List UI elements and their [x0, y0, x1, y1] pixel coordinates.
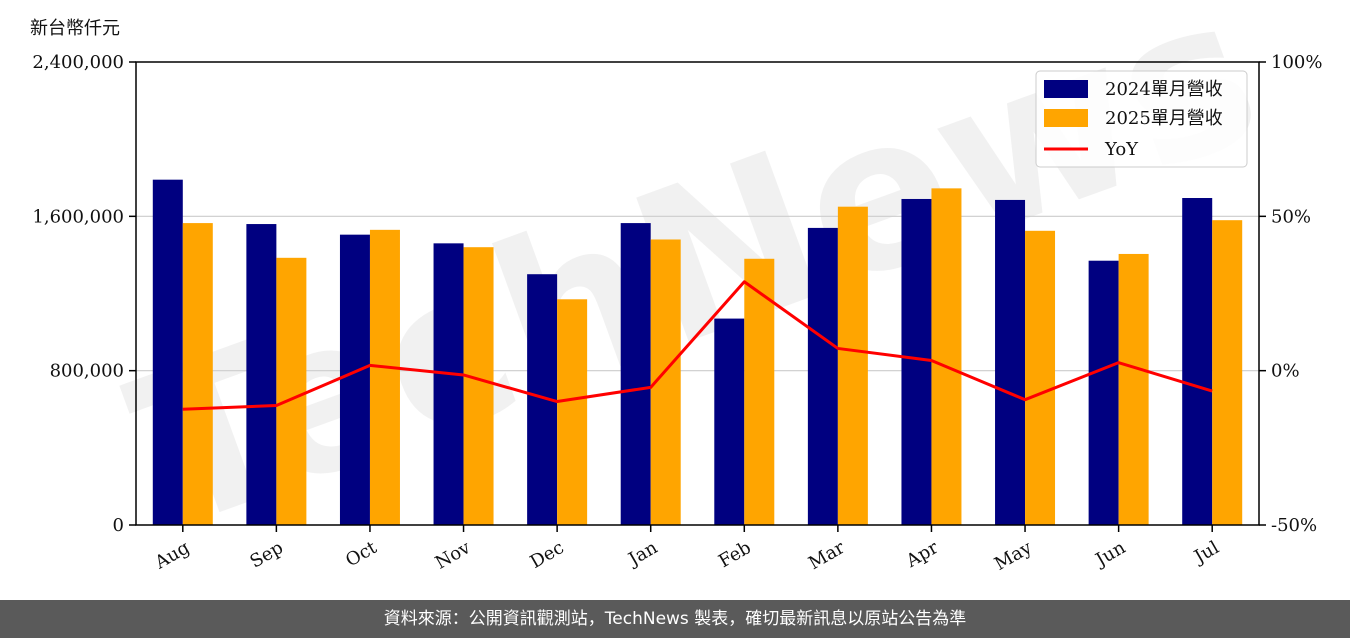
x-tick-label-dec: Dec [527, 537, 568, 573]
left-tick-label: 800,000 [50, 361, 124, 382]
x-tick-label-nov: Nov [432, 537, 475, 574]
bar-2025-dec [557, 299, 588, 525]
bar-2025-oct [369, 229, 400, 525]
bar-2024-mar [807, 227, 838, 526]
left-tick-label: 0 [113, 515, 124, 536]
right-tick-label: -50% [1271, 515, 1317, 536]
bar-2024-feb [714, 318, 745, 525]
legend-label-3: YoY [1104, 139, 1139, 160]
x-tick-label-jul: Jul [1189, 537, 1223, 569]
bar-2024-jun [1088, 260, 1119, 525]
bar-2025-mar [837, 206, 868, 525]
right-tick-label: 100% [1271, 52, 1322, 73]
series-2024-bars [152, 179, 1213, 526]
left-tick-label: 2,400,000 [32, 52, 124, 73]
x-tick-label-apr: Apr [902, 537, 942, 572]
x-tick-label-jun: Jun [1091, 537, 1130, 572]
x-axis-ticks: Aug Sep Oct Nov Dec Jan Feb Mar Apr May Jun Jul [151, 525, 1223, 575]
x-tick-label-mar: Mar [805, 537, 849, 574]
legend-swatch-2 [1044, 109, 1088, 127]
bar-2024-nov [433, 243, 464, 525]
legend-box [1035, 70, 1248, 168]
bar-2024-apr [901, 198, 932, 526]
x-tick-label-oct: Oct [342, 537, 381, 572]
legend-label-1: 2024單月營收 [1105, 79, 1223, 100]
legend-swatch-1 [1044, 80, 1088, 98]
bar-2024-jan [620, 223, 651, 525]
x-tick-label-jan: Jan [623, 537, 661, 571]
legend: 2024單月營收 2025單月營收 YoY [1035, 70, 1248, 168]
plot-frame [135, 61, 1260, 526]
bar-2025-sep [276, 257, 307, 525]
bar-2025-nov [463, 247, 494, 525]
bar-2024-may [995, 199, 1026, 525]
bar-2024-aug [152, 179, 183, 525]
x-tick-label-may: May [991, 537, 1036, 575]
yoy-line [182, 280, 1213, 411]
grid-lines [136, 215, 1259, 372]
bar-2025-feb [744, 258, 775, 525]
left-axis-ticks: 0 800,000 1,600,000 2,400,000 [32, 52, 136, 536]
x-tick-label-feb: Feb [715, 537, 755, 572]
right-tick-label: 50% [1271, 206, 1311, 227]
bar-2024-jul [1182, 198, 1213, 525]
left-tick-label: 1,600,000 [32, 206, 124, 227]
bar-2025-aug [182, 223, 213, 525]
legend-label-2: 2025單月營收 [1105, 108, 1223, 129]
bar-2025-may [1025, 230, 1056, 526]
bar-2024-sep [246, 224, 277, 526]
y-axis-unit-label: 新台幣仟元 [30, 18, 120, 39]
bar-2025-jun [1118, 253, 1149, 525]
right-axis-ticks: -50% 0% 50% 100% [1259, 52, 1322, 536]
bar-2024-oct [339, 234, 370, 526]
bar-2025-apr [931, 188, 962, 525]
series-2025-bars [182, 188, 1243, 526]
right-tick-label: 0% [1271, 361, 1300, 382]
source-footer: 資料來源：公開資訊觀測站，TechNews 製表，確切最新訊息以原站公告為準 [0, 600, 1350, 638]
bar-2025-jul [1212, 220, 1243, 526]
